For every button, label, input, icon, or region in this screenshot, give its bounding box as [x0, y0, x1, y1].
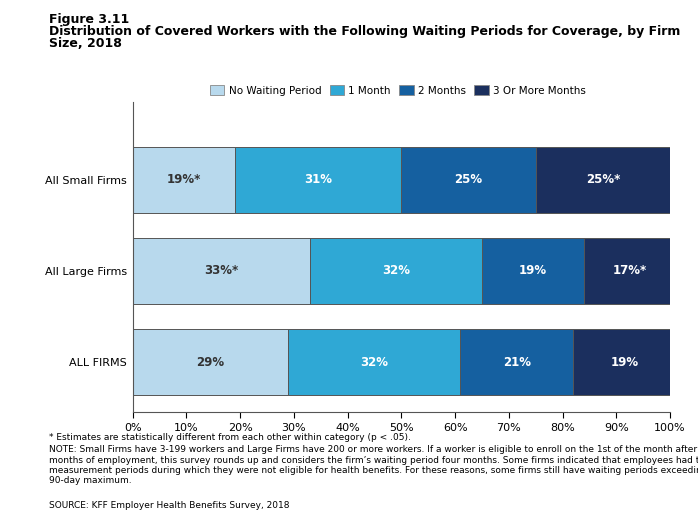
Text: 19%*: 19%* — [167, 173, 201, 186]
Text: 32%: 32% — [360, 355, 389, 369]
Bar — [535, 147, 670, 213]
Text: NOTE: Small Firms have 3-199 workers and Large Firms have 200 or more workers. I: NOTE: Small Firms have 3-199 workers and… — [49, 445, 698, 486]
Text: 25%: 25% — [454, 173, 482, 186]
Bar — [133, 147, 235, 213]
Text: 32%: 32% — [382, 265, 410, 277]
Text: Size, 2018: Size, 2018 — [49, 37, 121, 50]
Bar — [482, 238, 584, 303]
Bar — [584, 238, 676, 303]
Bar — [310, 238, 482, 303]
Text: 17%*: 17%* — [613, 265, 647, 277]
Text: Figure 3.11: Figure 3.11 — [49, 13, 129, 26]
Legend: No Waiting Period, 1 Month, 2 Months, 3 Or More Months: No Waiting Period, 1 Month, 2 Months, 3 … — [206, 81, 590, 100]
Text: 19%: 19% — [519, 265, 547, 277]
Text: * Estimates are statistically different from each other within category (p < .05: * Estimates are statistically different … — [49, 433, 410, 442]
Bar — [461, 329, 573, 395]
Text: 33%*: 33%* — [205, 265, 239, 277]
Text: 21%: 21% — [503, 355, 531, 369]
Text: 29%: 29% — [197, 355, 225, 369]
Bar — [573, 329, 676, 395]
Text: Distribution of Covered Workers with the Following Waiting Periods for Coverage,: Distribution of Covered Workers with the… — [49, 25, 681, 38]
Text: 25%*: 25%* — [586, 173, 620, 186]
Bar — [133, 238, 310, 303]
Text: 31%: 31% — [304, 173, 332, 186]
Bar — [235, 147, 401, 213]
Bar — [133, 329, 288, 395]
Text: SOURCE: KFF Employer Health Benefits Survey, 2018: SOURCE: KFF Employer Health Benefits Sur… — [49, 501, 290, 510]
Bar — [288, 329, 461, 395]
Text: 19%: 19% — [610, 355, 639, 369]
Bar — [401, 147, 535, 213]
